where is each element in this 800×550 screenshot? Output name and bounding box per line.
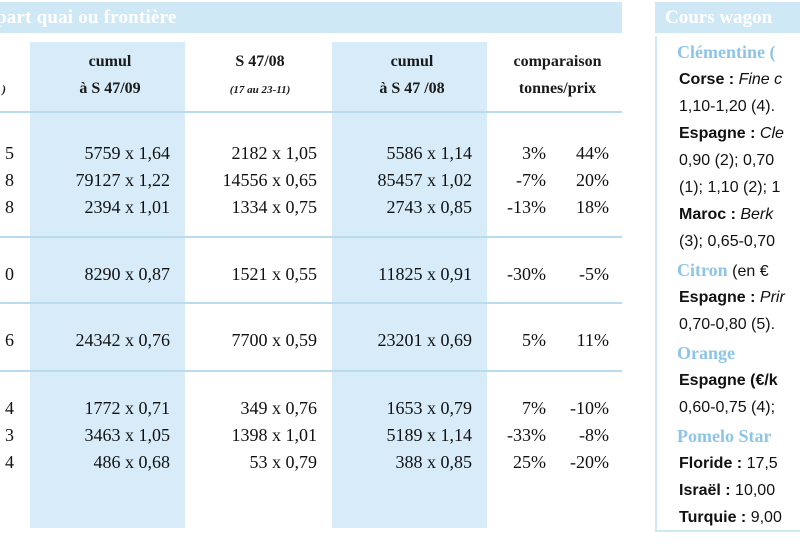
price-line: (1); 1,10 (2); 1 xyxy=(679,179,781,196)
price-line: Espagne : Prir xyxy=(679,289,785,306)
table-row: 5 5759 x 1,64 2182 x 1,05 5586 x 1,14 3%… xyxy=(5,143,609,163)
table-row: 8 79127 x 1,22 14556 x 0,65 85457 x 1,02… xyxy=(5,170,609,190)
group-separator xyxy=(0,236,622,238)
price-line: 0,70-0,80 (5). xyxy=(679,316,776,333)
table-row: 3 3463 x 1,05 1398 x 1,01 5189 x 1,14 -3… xyxy=(5,425,609,445)
wagon-prices-panel: Cours wagon Clémentine ( Corse : Fine c … xyxy=(655,0,800,550)
table-row: 8 2394 x 1,01 1334 x 0,75 2743 x 0,85 -1… xyxy=(5,197,609,217)
table-header-bar: part quai ou frontière xyxy=(0,2,622,33)
side-title: Cours wagon xyxy=(665,7,773,28)
price-line: 1,10-1,20 (4). xyxy=(679,98,776,115)
shipments-table: part quai ou frontière ) cumul à S 47/09… xyxy=(0,2,622,528)
price-line: Turquie : 9,00 xyxy=(679,509,782,526)
highlight-column-cumul-09 xyxy=(30,42,185,528)
price-line: 0,90 (2); 0,70 xyxy=(679,152,775,169)
column-header-cumul-09: cumul à S 47/09 xyxy=(79,53,141,97)
column-header-comparaison: comparaison tonnes/prix xyxy=(513,53,602,97)
price-line: Maroc : Berk xyxy=(679,206,774,223)
column-header-0: ) xyxy=(2,82,6,96)
product-heading: Pomelo Star xyxy=(677,426,772,446)
column-header-s47-08: S 47/08 (17 au 23-11) xyxy=(229,53,291,96)
price-line: Espagne (€/k xyxy=(679,372,778,389)
side-box xyxy=(655,36,800,532)
product-heading: Clémentine ( xyxy=(677,42,776,62)
highlight-column-cumul-08 xyxy=(332,42,487,528)
header-rule xyxy=(0,111,622,113)
price-line: Israël : 10,00 xyxy=(679,482,776,499)
side-header-bar: Cours wagon xyxy=(655,2,800,33)
table-row: 6 24342 x 0,76 7700 x 0,59 23201 x 0,69 … xyxy=(5,330,609,350)
price-line: (3); 0,65-0,70 xyxy=(679,233,776,250)
table-title: part quai ou frontière xyxy=(0,7,177,28)
table-row: 4 486 x 0,68 53 x 0,79 388 x 0,85 25% -2… xyxy=(5,452,609,472)
group-separator xyxy=(0,302,622,304)
product-heading: Orange xyxy=(677,343,735,363)
group-separator xyxy=(0,370,622,372)
table-row: 4 1772 x 0,71 349 x 0,76 1653 x 0,79 7% … xyxy=(5,398,609,418)
price-line: 0,60-0,75 (4); xyxy=(679,399,776,416)
table-row: 0 8290 x 0,87 1521 x 0,55 11825 x 0,91 -… xyxy=(5,264,609,284)
price-line: Espagne : Cle xyxy=(679,125,784,142)
price-line: Floride : 17,5 xyxy=(679,455,778,472)
column-header-cumul-08: cumul à S 47 /08 xyxy=(379,53,445,97)
product-heading: Citron (en € xyxy=(677,260,769,280)
price-line: Corse : Fine c xyxy=(679,71,783,88)
